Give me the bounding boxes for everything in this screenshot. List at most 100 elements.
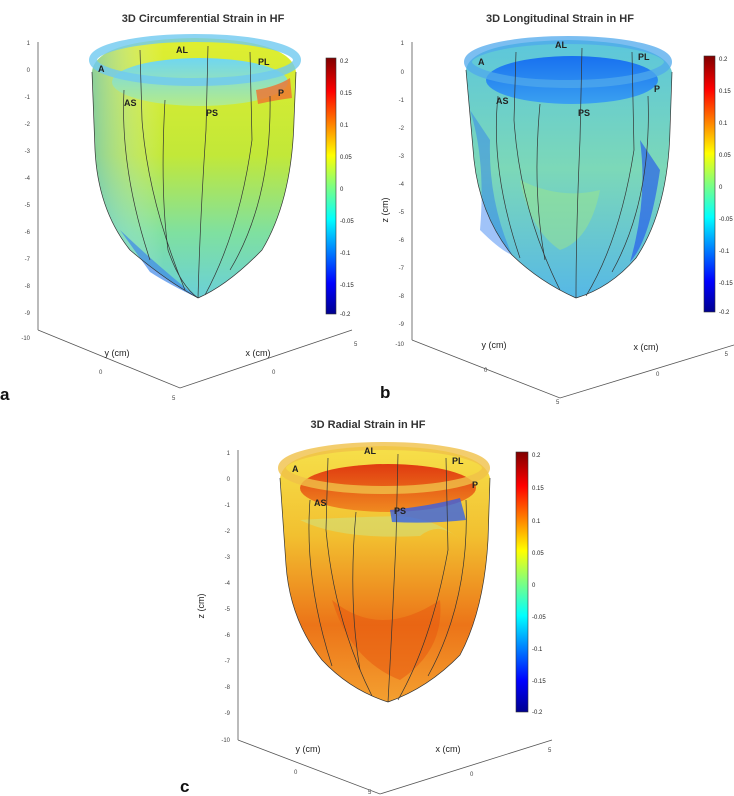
panel-c: 3D Radial Strain in HF 1 0 -1 -2 -3 -4 -… bbox=[180, 419, 553, 796]
z-tick: -5 bbox=[399, 210, 405, 216]
panel-b-y-tick: 0 bbox=[484, 368, 488, 374]
panel-a-x-label: x (cm) bbox=[246, 348, 271, 358]
cb-tick: -0.2 bbox=[532, 710, 543, 716]
panel-a-red-spot bbox=[256, 78, 292, 104]
panel-c-seg-P: P bbox=[472, 480, 478, 490]
panel-a-colorbar-ticks: 0.2 0.15 0.1 0.05 0 -0.05 -0.1 -0.15 -0.… bbox=[340, 59, 354, 318]
panel-b-y-label: y (cm) bbox=[482, 340, 507, 350]
z-tick: 0 bbox=[27, 68, 31, 74]
cb-tick: 0.15 bbox=[532, 486, 544, 492]
panel-b-seg-P: P bbox=[654, 84, 660, 94]
panel-a-title: 3D Circumferential Strain in HF bbox=[122, 13, 285, 25]
cb-tick: 0.15 bbox=[340, 91, 352, 97]
z-tick: -2 bbox=[225, 529, 231, 535]
panel-c-z-label: z (cm) bbox=[196, 594, 206, 619]
cb-tick: -0.05 bbox=[340, 219, 354, 225]
panel-b: 3D Longitudinal Strain in HF 1 0 -1 -2 -… bbox=[380, 13, 734, 406]
z-tick: -2 bbox=[25, 122, 31, 128]
panel-c-y-tick: 0 bbox=[294, 770, 298, 776]
panel-b-floor-axes bbox=[411, 339, 734, 399]
panel-a-seg-PS: PS bbox=[206, 108, 218, 118]
panel-c-x-tick: 5 bbox=[548, 748, 552, 754]
panel-c-y-tick: 5 bbox=[368, 790, 372, 796]
z-tick: -10 bbox=[395, 342, 404, 348]
cb-tick: -0.05 bbox=[532, 615, 546, 621]
cb-tick: 0 bbox=[719, 185, 723, 191]
z-tick: -8 bbox=[225, 685, 231, 691]
cb-tick: -0.1 bbox=[532, 647, 543, 653]
cb-tick: 0 bbox=[340, 187, 344, 193]
z-tick: -1 bbox=[225, 503, 231, 509]
panel-a-floor-axes bbox=[37, 329, 353, 389]
cb-tick: 0.2 bbox=[532, 453, 541, 459]
z-tick: -6 bbox=[225, 633, 231, 639]
panel-b-blue-streak bbox=[470, 110, 512, 255]
panel-c-colorbar-ticks: 0.2 0.15 0.1 0.05 0 -0.05 -0.1 -0.15 -0.… bbox=[532, 453, 546, 716]
panel-b-title: 3D Longitudinal Strain in HF bbox=[486, 13, 634, 25]
panel-c-seg-AS: AS bbox=[314, 498, 327, 508]
panel-a-x-tick: 0 bbox=[272, 370, 276, 376]
cb-tick: 0.05 bbox=[532, 551, 544, 557]
panel-a-y-label: y (cm) bbox=[105, 348, 130, 358]
panel-c-floor-axes bbox=[237, 739, 553, 795]
panel-a-seg-AL: AL bbox=[176, 45, 188, 55]
panel-b-label: b bbox=[380, 383, 390, 402]
panel-b-y-tick: 5 bbox=[556, 400, 560, 406]
cb-tick: -0.2 bbox=[719, 310, 730, 316]
panel-a-rim bbox=[89, 34, 301, 86]
panel-b-seg-AS: AS bbox=[496, 96, 509, 106]
cb-tick: 0.15 bbox=[719, 89, 731, 95]
cb-tick: 0.2 bbox=[340, 59, 349, 65]
panel-c-rim bbox=[278, 442, 490, 494]
panel-c-z-ticks: 1 0 -1 -2 -3 -4 -5 -6 -7 -8 -9 -10 bbox=[221, 451, 230, 744]
panel-c-red-region bbox=[332, 600, 441, 680]
z-tick: -5 bbox=[25, 203, 31, 209]
cb-tick: -0.2 bbox=[340, 312, 351, 318]
cb-tick: -0.15 bbox=[532, 679, 546, 685]
panel-a-colorbar bbox=[325, 57, 337, 315]
panel-b-z-label: z (cm) bbox=[380, 198, 390, 223]
panel-b-dark-streak bbox=[630, 140, 660, 262]
z-tick: 0 bbox=[227, 477, 231, 483]
panel-a-ventricle-shading bbox=[92, 38, 296, 298]
cb-tick: -0.15 bbox=[340, 283, 354, 289]
panel-a-x-tick: 5 bbox=[354, 342, 358, 348]
panel-c-seg-AL: AL bbox=[364, 446, 376, 456]
panel-a-y-tick: 5 bbox=[172, 396, 176, 402]
panel-b-colorbar bbox=[703, 55, 716, 313]
panel-c-y-label: y (cm) bbox=[296, 744, 321, 754]
z-tick: -8 bbox=[399, 294, 405, 300]
panel-a-seg-P: P bbox=[278, 88, 284, 98]
panel-b-ventricle-surface bbox=[466, 40, 672, 298]
z-tick: -5 bbox=[225, 607, 231, 613]
cb-tick: 0.1 bbox=[719, 121, 728, 127]
panel-a: 3D Circumferential Strain in HF 1 0 -1 -… bbox=[0, 13, 358, 404]
z-tick: 1 bbox=[27, 41, 31, 47]
cb-tick: 0.05 bbox=[719, 153, 731, 159]
panel-a-seg-AS: AS bbox=[124, 98, 137, 108]
panel-a-segment-lines bbox=[91, 45, 297, 299]
panel-b-z-ticks: 1 0 -1 -2 -3 -4 -5 -6 -7 -8 -9 -10 bbox=[395, 41, 404, 348]
cb-tick: 0.2 bbox=[719, 57, 728, 63]
z-tick: -4 bbox=[25, 176, 31, 182]
cb-tick: -0.05 bbox=[719, 217, 733, 223]
panel-b-seg-A: A bbox=[478, 57, 485, 67]
panel-a-seg-PL: PL bbox=[258, 57, 270, 67]
panel-b-seg-PS: PS bbox=[578, 108, 590, 118]
panel-c-x-label: x (cm) bbox=[436, 744, 461, 754]
z-tick: 0 bbox=[401, 70, 405, 76]
cb-tick: 0.1 bbox=[532, 519, 541, 525]
z-tick: -10 bbox=[221, 738, 230, 744]
z-tick: -6 bbox=[399, 238, 405, 244]
panel-c-seg-A: A bbox=[292, 464, 299, 474]
panel-c-label: c bbox=[180, 777, 189, 796]
z-tick: -3 bbox=[25, 149, 31, 155]
z-tick: -9 bbox=[25, 311, 31, 317]
cb-tick: 0.1 bbox=[340, 123, 349, 129]
cb-tick: -0.1 bbox=[719, 249, 730, 255]
panel-b-seg-AL: AL bbox=[555, 40, 567, 50]
z-tick: 1 bbox=[401, 41, 405, 47]
panel-b-rim bbox=[464, 36, 672, 88]
z-tick: 1 bbox=[227, 451, 231, 457]
z-tick: -3 bbox=[399, 154, 405, 160]
